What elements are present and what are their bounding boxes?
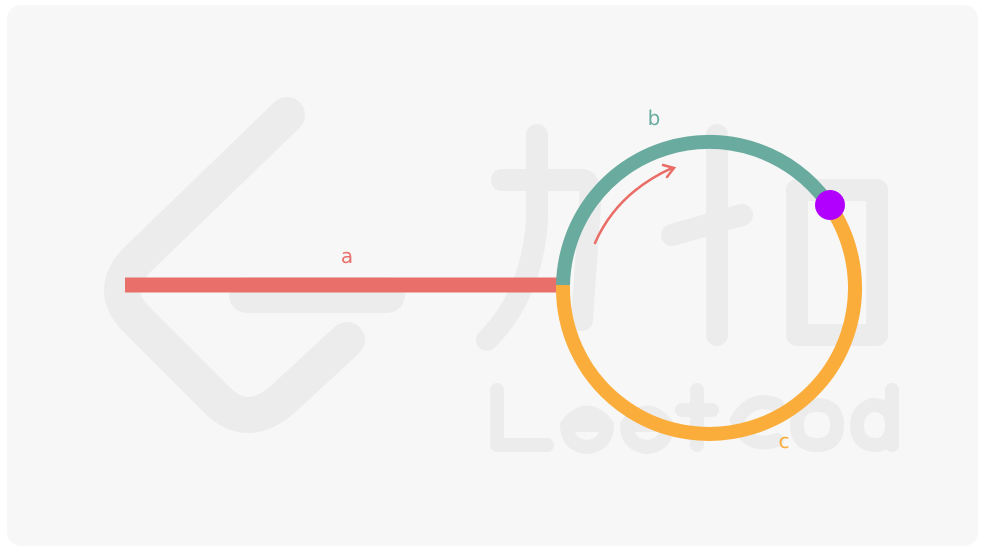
direction-arrow-icon xyxy=(593,163,677,245)
label-b: b xyxy=(648,106,661,130)
meeting-point xyxy=(815,190,845,220)
label-c: c xyxy=(779,429,790,453)
label-a: a xyxy=(341,244,353,268)
segment-c-arc xyxy=(555,197,862,441)
linked-list-cycle-diagram: a b c xyxy=(104,97,899,454)
leetcode-watermark xyxy=(104,97,899,454)
diagram-canvas: a b c xyxy=(7,5,978,546)
segment-b-arc xyxy=(556,134,833,286)
